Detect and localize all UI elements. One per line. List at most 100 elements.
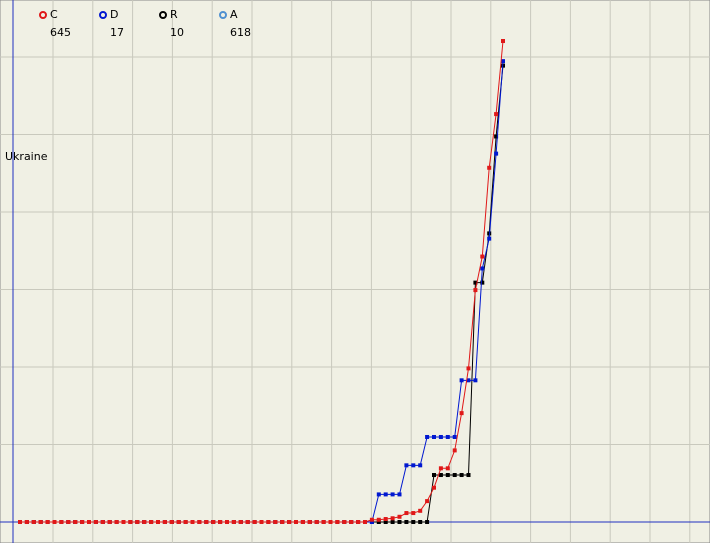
point-marker	[266, 520, 271, 524]
point-marker	[480, 266, 485, 271]
point-marker	[383, 492, 388, 497]
point-marker	[445, 434, 450, 439]
point-marker	[245, 520, 250, 524]
point-marker	[487, 165, 492, 170]
point-marker	[390, 520, 395, 524]
country-label: Ukraine	[5, 150, 48, 163]
point-marker	[218, 520, 223, 524]
point-marker	[494, 151, 499, 156]
point-marker	[376, 517, 381, 522]
point-marker	[59, 520, 64, 524]
point-marker	[197, 520, 202, 524]
point-marker	[425, 434, 430, 439]
point-marker	[473, 288, 478, 293]
point-marker	[31, 520, 36, 524]
point-marker	[418, 520, 423, 524]
point-marker	[459, 473, 464, 478]
point-marker	[425, 499, 430, 504]
point-marker	[438, 473, 443, 478]
point-marker	[418, 508, 423, 513]
point-marker	[225, 520, 229, 524]
point-marker	[383, 517, 388, 522]
point-marker	[356, 520, 361, 524]
point-marker	[376, 520, 381, 524]
point-marker	[87, 520, 91, 524]
point-marker	[459, 411, 464, 416]
point-marker	[425, 520, 430, 524]
point-marker	[162, 520, 167, 524]
point-marker	[369, 517, 374, 522]
point-marker	[314, 520, 319, 524]
point-marker	[259, 520, 264, 524]
point-marker	[93, 520, 98, 524]
point-marker	[321, 520, 326, 524]
point-marker	[445, 466, 450, 471]
point-marker	[390, 492, 395, 497]
point-marker	[404, 520, 409, 524]
point-marker	[501, 59, 505, 64]
point-marker	[473, 280, 478, 285]
point-marker	[231, 520, 236, 524]
point-marker	[418, 463, 423, 468]
point-marker	[121, 520, 126, 524]
legend-icon	[99, 11, 107, 19]
point-marker	[452, 448, 457, 453]
point-marker	[156, 520, 160, 524]
point-marker	[45, 520, 50, 524]
legend-total: 618	[230, 26, 251, 39]
point-marker	[107, 520, 112, 524]
point-marker	[128, 520, 133, 524]
point-marker	[238, 520, 243, 524]
point-marker	[494, 134, 499, 139]
point-marker	[73, 520, 78, 524]
point-marker	[369, 520, 374, 524]
point-marker	[176, 520, 181, 524]
point-marker	[142, 520, 147, 524]
point-marker	[66, 520, 71, 524]
point-marker	[445, 473, 450, 478]
point-marker	[149, 520, 154, 524]
point-marker	[452, 473, 457, 478]
point-marker	[466, 366, 471, 371]
point-marker	[432, 485, 436, 490]
point-marker	[397, 520, 402, 524]
point-marker	[383, 520, 388, 524]
point-marker	[24, 520, 29, 524]
point-marker	[280, 520, 285, 524]
point-marker	[480, 254, 485, 259]
point-marker	[432, 473, 436, 478]
point-marker	[169, 520, 174, 524]
point-marker	[438, 434, 443, 439]
point-marker	[494, 112, 499, 117]
legend-total: 17	[110, 26, 124, 39]
point-marker	[404, 511, 409, 516]
point-marker	[452, 434, 457, 439]
legend-icon	[219, 11, 227, 19]
point-marker	[328, 520, 333, 524]
point-marker	[52, 520, 57, 524]
point-marker	[287, 520, 292, 524]
legend-icon	[159, 11, 167, 19]
point-marker	[190, 520, 195, 524]
point-marker	[183, 520, 188, 524]
point-marker	[135, 520, 140, 524]
point-marker	[459, 378, 464, 383]
point-marker	[204, 520, 209, 524]
point-marker	[252, 520, 257, 524]
legend-total: 645	[50, 26, 71, 39]
legend-name: D	[110, 8, 118, 21]
point-marker	[466, 473, 471, 478]
legend-name: A	[230, 8, 238, 21]
point-marker	[300, 520, 305, 524]
point-marker	[80, 520, 85, 524]
point-marker	[397, 514, 402, 519]
point-marker	[363, 520, 367, 524]
point-marker	[335, 520, 340, 524]
point-marker	[411, 463, 416, 468]
point-marker	[376, 492, 381, 497]
point-marker	[273, 520, 278, 524]
